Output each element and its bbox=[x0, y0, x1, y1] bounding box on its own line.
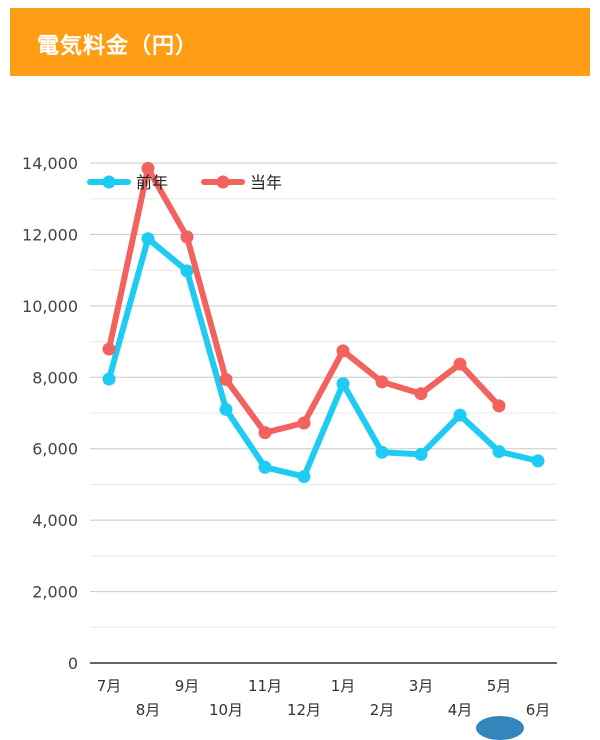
chart-title: 電気料金（円） bbox=[37, 34, 199, 59]
data-series bbox=[102, 161, 545, 484]
data-point[interactable] bbox=[375, 375, 389, 389]
y-tick-label: 8,000 bbox=[32, 368, 78, 387]
data-point[interactable] bbox=[258, 426, 272, 440]
y-tick-label: 0 bbox=[68, 654, 78, 673]
data-point[interactable] bbox=[141, 161, 155, 175]
legend-item[interactable]: 当年 bbox=[201, 173, 282, 192]
data-point[interactable] bbox=[531, 454, 545, 468]
x-tick-label: 2月 bbox=[370, 701, 395, 719]
data-point[interactable] bbox=[219, 372, 233, 386]
chart-legend: 前年 当年 bbox=[87, 173, 282, 192]
data-point[interactable] bbox=[258, 460, 272, 474]
x-tick-label: 9月 bbox=[175, 677, 200, 695]
y-tick-label: 14,000 bbox=[22, 154, 78, 173]
chart-area: 0 2,000 4,000 6,000 8,000 10,000 12,000 14,000 … bbox=[22, 154, 557, 719]
x-tick-label: 11月 bbox=[248, 677, 282, 695]
legend-swatch-marker bbox=[102, 175, 116, 189]
data-point[interactable] bbox=[453, 357, 467, 371]
series-line bbox=[106, 235, 541, 480]
x-tick-label: 3月 bbox=[409, 677, 434, 695]
data-point[interactable] bbox=[336, 377, 350, 391]
series-line bbox=[106, 165, 502, 436]
y-tick-label: 2,000 bbox=[32, 583, 78, 602]
data-point[interactable] bbox=[492, 445, 506, 459]
data-point[interactable] bbox=[297, 416, 311, 430]
x-axis-tick-labels: 7月 8月 9月 10月 11月 12月 1月 2月 3月 4月 5月 6月 bbox=[97, 677, 551, 719]
series-1 bbox=[102, 232, 545, 484]
x-tick-label: 6月 bbox=[526, 701, 551, 719]
legend-label: 当年 bbox=[250, 173, 282, 192]
data-point[interactable] bbox=[219, 402, 233, 416]
chart-header-bar: 電気料金（円） bbox=[10, 8, 590, 76]
data-point[interactable] bbox=[102, 372, 116, 386]
data-point[interactable] bbox=[141, 232, 155, 246]
y-tick-label: 6,000 bbox=[32, 440, 78, 459]
data-point[interactable] bbox=[180, 264, 194, 278]
y-tick-label: 10,000 bbox=[22, 297, 78, 316]
data-point[interactable] bbox=[414, 447, 428, 461]
data-point[interactable] bbox=[336, 344, 350, 358]
data-point[interactable] bbox=[180, 230, 194, 244]
x-tick-label: 10月 bbox=[209, 701, 243, 719]
x-tick-label: 5月 bbox=[487, 677, 512, 695]
data-point[interactable] bbox=[414, 387, 428, 401]
y-tick-label: 4,000 bbox=[32, 511, 78, 530]
legend-item[interactable]: 前年 bbox=[87, 173, 168, 192]
x-tick-label: 8月 bbox=[136, 701, 161, 719]
data-point[interactable] bbox=[102, 342, 116, 356]
line-chart: 02,0004,0006,0008,00010,00012,00014,000 … bbox=[22, 154, 557, 719]
y-tick-label: 12,000 bbox=[22, 225, 78, 244]
grid-lines bbox=[90, 162, 557, 664]
series-2 bbox=[102, 161, 506, 440]
data-point[interactable] bbox=[453, 408, 467, 422]
legend-label: 前年 bbox=[136, 173, 168, 192]
x-tick-label: 7月 bbox=[97, 677, 122, 695]
y-axis-tick-labels: 0 2,000 4,000 6,000 8,000 10,000 12,000 14,000 bbox=[22, 154, 78, 673]
x-tick-label: 1月 bbox=[331, 677, 356, 695]
data-point[interactable] bbox=[297, 470, 311, 484]
data-point[interactable] bbox=[492, 399, 506, 413]
data-point[interactable] bbox=[375, 445, 389, 459]
legend-swatch-marker bbox=[216, 175, 230, 189]
scroll-indicator[interactable] bbox=[476, 716, 524, 740]
x-tick-label: 12月 bbox=[287, 701, 321, 719]
x-tick-label: 4月 bbox=[448, 701, 473, 719]
